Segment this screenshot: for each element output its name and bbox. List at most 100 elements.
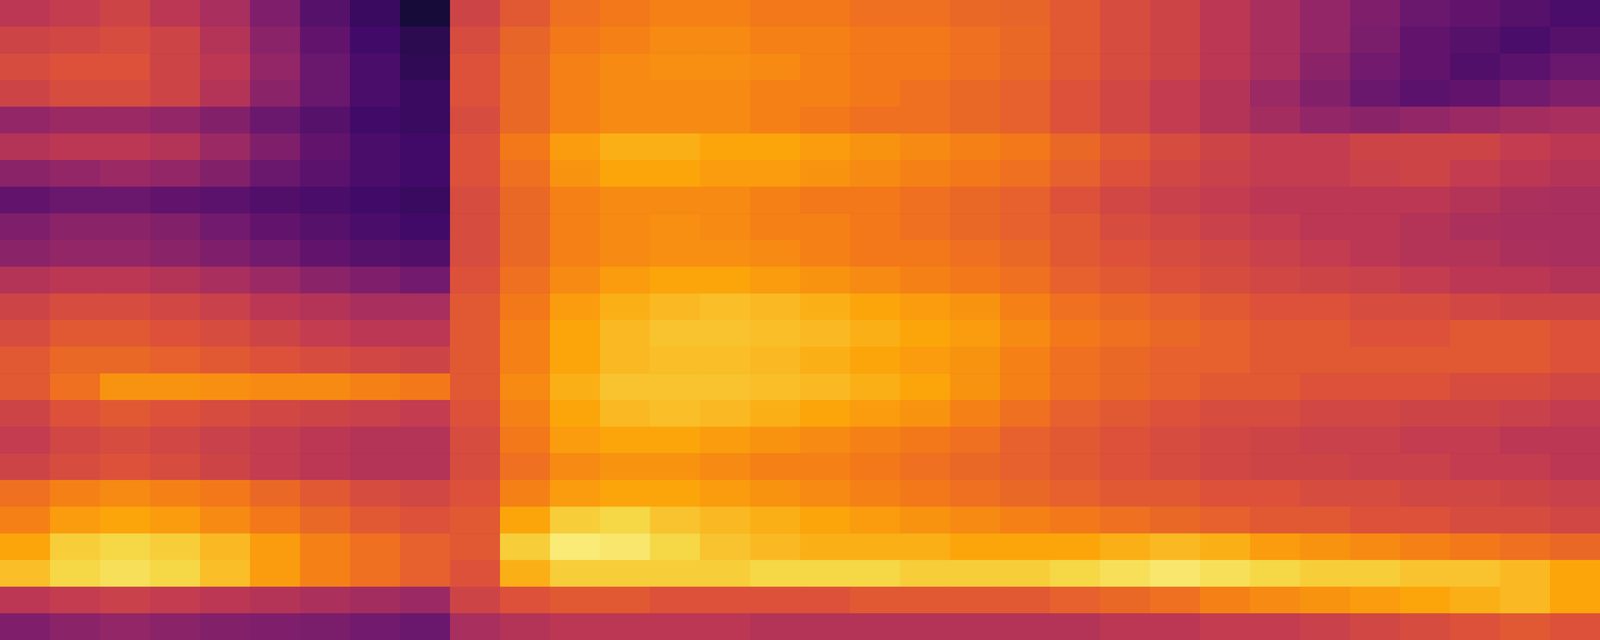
heat-cell xyxy=(1150,346,1201,374)
heat-cell xyxy=(700,373,751,400)
heat-cell xyxy=(0,346,51,374)
heat-cell xyxy=(450,400,501,427)
heat-cell xyxy=(900,26,951,54)
heat-cell xyxy=(1300,293,1351,320)
heat-cell xyxy=(1350,560,1401,587)
heat-cell xyxy=(400,0,451,27)
heat-cell xyxy=(1100,506,1151,534)
heat-cell xyxy=(1450,186,1501,214)
heat-cell xyxy=(1500,80,1551,107)
heat-cell xyxy=(700,320,751,347)
heat-cell xyxy=(350,160,401,187)
heat-cell xyxy=(1300,560,1351,587)
heat-cell xyxy=(1000,613,1051,640)
heat-cell xyxy=(500,613,551,640)
heat-cell xyxy=(1450,133,1501,160)
heat-cell xyxy=(1550,613,1600,640)
heat-cell xyxy=(850,533,901,560)
heat-cell xyxy=(1350,453,1401,480)
heat-cell xyxy=(600,453,651,480)
heat-cell xyxy=(1500,613,1551,640)
heat-cell xyxy=(700,293,751,320)
heat-cell xyxy=(1150,0,1201,27)
heat-cell xyxy=(950,320,1001,347)
heat-cell xyxy=(1350,426,1401,454)
heat-cell xyxy=(1300,240,1351,267)
heat-cell xyxy=(0,613,51,640)
heat-cell xyxy=(150,160,201,187)
heat-cell xyxy=(850,186,901,214)
heat-cell xyxy=(350,186,401,214)
heat-cell xyxy=(750,186,801,214)
heat-cell xyxy=(150,26,201,54)
heat-cell xyxy=(650,80,701,107)
heat-cell xyxy=(650,426,701,454)
heat-cell xyxy=(850,240,901,267)
heat-cell xyxy=(800,240,851,267)
heat-cell xyxy=(1400,373,1451,400)
heat-cell xyxy=(400,426,451,454)
heat-cell xyxy=(150,53,201,80)
heat-cell xyxy=(1400,213,1451,240)
heat-cell xyxy=(700,426,751,454)
heat-cell xyxy=(1050,480,1101,507)
heat-cell xyxy=(1550,400,1600,427)
heat-cell xyxy=(1550,586,1600,614)
heat-cell xyxy=(250,613,301,640)
heat-cell xyxy=(450,0,501,27)
heat-cell xyxy=(1500,533,1551,560)
heat-cell xyxy=(150,213,201,240)
heat-cell xyxy=(500,480,551,507)
heat-cell xyxy=(1200,0,1251,27)
heat-cell xyxy=(750,586,801,614)
heat-cell xyxy=(1000,346,1051,374)
heat-cell xyxy=(1450,160,1501,187)
heat-cell xyxy=(400,80,451,107)
heat-cell xyxy=(1050,320,1101,347)
heat-cell xyxy=(800,426,851,454)
heat-cell xyxy=(1050,80,1101,107)
heat-cell xyxy=(750,506,801,534)
heat-cell xyxy=(1500,133,1551,160)
heat-cell xyxy=(650,533,701,560)
heat-cell xyxy=(700,106,751,134)
heat-cell xyxy=(500,293,551,320)
heat-cell xyxy=(1200,160,1251,187)
heat-cell xyxy=(1000,240,1051,267)
heat-cell xyxy=(800,613,851,640)
heat-cell xyxy=(300,506,351,534)
heat-cell xyxy=(1250,266,1301,294)
heat-cell xyxy=(1200,453,1251,480)
heat-cell xyxy=(1200,53,1251,80)
heat-cell xyxy=(1400,0,1451,27)
heat-cell xyxy=(700,160,751,187)
heat-cell xyxy=(700,266,751,294)
heat-cell xyxy=(150,586,201,614)
heat-cell xyxy=(1050,133,1101,160)
heat-cell xyxy=(800,106,851,134)
heat-cell xyxy=(550,80,601,107)
heat-cell xyxy=(350,293,401,320)
heat-cell xyxy=(350,613,401,640)
heat-cell xyxy=(1450,586,1501,614)
heat-cell xyxy=(800,213,851,240)
heat-cell xyxy=(950,106,1001,134)
heat-cell xyxy=(50,80,101,107)
heat-cell xyxy=(350,80,401,107)
heat-cell xyxy=(200,400,251,427)
heat-cell xyxy=(200,133,251,160)
heat-cell xyxy=(50,613,101,640)
heat-cell xyxy=(1300,586,1351,614)
heat-cell xyxy=(1350,160,1401,187)
heat-cell xyxy=(100,53,151,80)
heat-cell xyxy=(200,80,251,107)
heat-cell xyxy=(300,320,351,347)
heat-cell xyxy=(300,400,351,427)
heat-cell xyxy=(1150,480,1201,507)
heat-cell xyxy=(400,26,451,54)
heat-cell xyxy=(500,320,551,347)
heat-cell xyxy=(900,480,951,507)
heat-cell xyxy=(1450,426,1501,454)
heat-cell xyxy=(550,266,601,294)
heat-cell xyxy=(1350,266,1401,294)
